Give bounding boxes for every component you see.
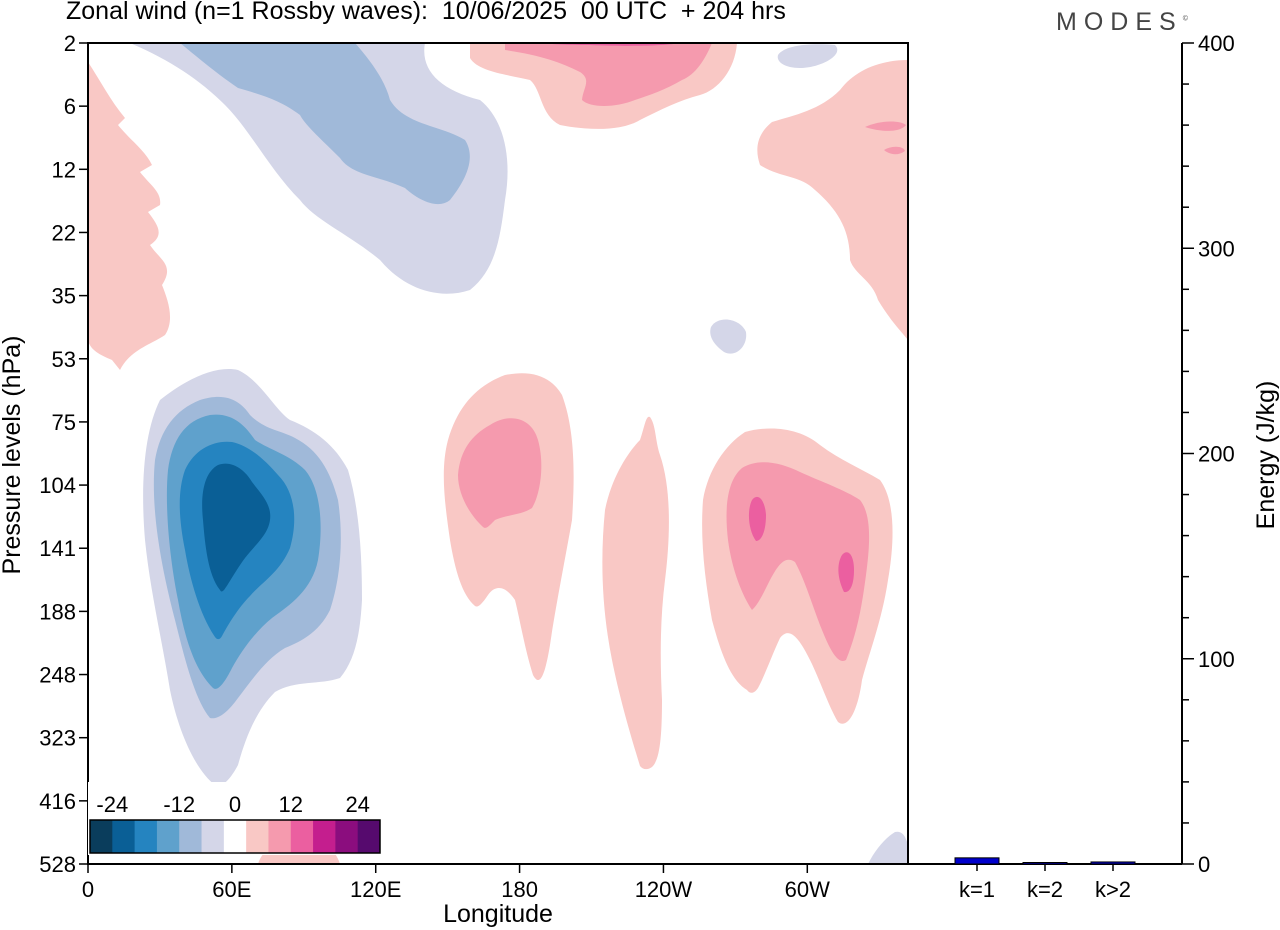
contour-negative-main-5 [202,463,271,592]
contour-positive-upper-right [757,60,908,340]
colorbar-swatch [313,820,336,853]
energy-tick-label: 0 [1198,852,1210,877]
colorbar-swatch [201,820,225,853]
energy-category-label: k>2 [1095,877,1131,902]
contour-negative-strat-outer [130,43,508,294]
y-tick-label: 248 [39,663,76,688]
colorbar-tick-label: 12 [279,792,303,817]
colorbar-swatch [112,820,136,853]
y-tick-label: 323 [39,726,76,751]
plot-frame [87,42,909,865]
x-tick-label: 120E [350,877,401,902]
energy-category-label: k=2 [1027,877,1063,902]
energy-bar-k>2 [1090,861,1136,865]
y-tick-label: 35 [52,284,76,309]
colorbar-tick-label: 24 [345,792,369,817]
energy-axis-title: Energy (J/kg) [1252,381,1280,530]
contour-positive-west-edge [88,62,171,370]
y-tick-label: 528 [39,852,76,877]
energy-axis: 0 100 200 300 400 [1182,31,1235,877]
y-tick-label: 12 [52,157,76,182]
colorbar-swatch [335,820,359,853]
contour-negative-strat-inner [180,43,470,205]
colorbar-swatch [268,820,292,853]
modes-logo: MODES© [1056,8,1188,36]
contour-negative-bottom-right [868,831,908,864]
y-axis: 2 6 12 22 35 53 75 104 141 188 248 323 416 528 [39,31,88,877]
colorbar-tick-label: -24 [96,792,128,817]
colorbar-swatch [134,820,158,853]
contour-positive-120w [602,416,669,770]
y-axis-title: Pressure levels (hPa) [0,336,26,575]
contour-positive-60w-core2 [838,552,854,593]
energy-tick-label: 400 [1198,31,1235,56]
colorbar-swatch [90,820,113,853]
y-tick-label: 75 [52,410,76,435]
y-tick-label: 2 [64,31,76,56]
y-tick-label: 6 [64,94,76,119]
y-tick-label: 22 [52,220,76,245]
contour-negative-blob [710,319,747,354]
x-tick-label: 60W [785,877,830,902]
colorbar-swatch [357,820,381,853]
x-axis: 0 60E 120E 180 120W 60W [82,864,830,902]
x-tick-label: 0 [82,877,94,902]
y-tick-label: 141 [39,536,76,561]
colorbar-swatch [246,820,269,853]
energy-tick-label: 300 [1198,236,1235,261]
contour-positive-60w-core1 [748,496,766,541]
y-tick-label: 188 [39,599,76,624]
contour-positive-upper-right-core2 [884,146,905,155]
y-tick-label: 53 [52,347,76,372]
colorbar-tick-label: 0 [229,792,241,817]
energy-category-label: k=1 [959,877,995,902]
energy-tick-label: 200 [1198,442,1235,467]
y-tick-label: 104 [39,473,76,498]
contour-negative-top-right [777,44,838,68]
chart-title: Zonal wind (n=1 Rossby waves): 10/06/202… [66,0,786,25]
energy-tick-label: 100 [1198,647,1235,672]
contour-positive-upper-right-core1 [865,121,906,131]
contour-field [88,43,908,864]
colorbar-swatch [179,820,203,853]
x-tick-label: 60E [212,877,251,902]
y-tick-label: 416 [39,789,76,814]
colorbar-swatch [223,820,247,853]
x-tick-label: 120W [635,877,693,902]
colorbar-tick-label: -12 [163,792,195,817]
energy-bar-k=2 [1022,862,1068,865]
energy-bar-k=1 [954,857,1000,865]
energy-bars: k=1 k=2 k>2 [954,857,1136,902]
colorbar-swatch [156,820,180,853]
colorbar-legend: -24 -12 0 12 24 [88,782,382,855]
contour-positive-top-mid [505,43,712,106]
colorbar-swatch [290,820,314,853]
colorbar-frame [89,819,381,854]
contour-positive-dateline-inner [458,418,542,528]
x-tick-label: 180 [501,877,538,902]
x-axis-title: Longitude [443,900,553,928]
